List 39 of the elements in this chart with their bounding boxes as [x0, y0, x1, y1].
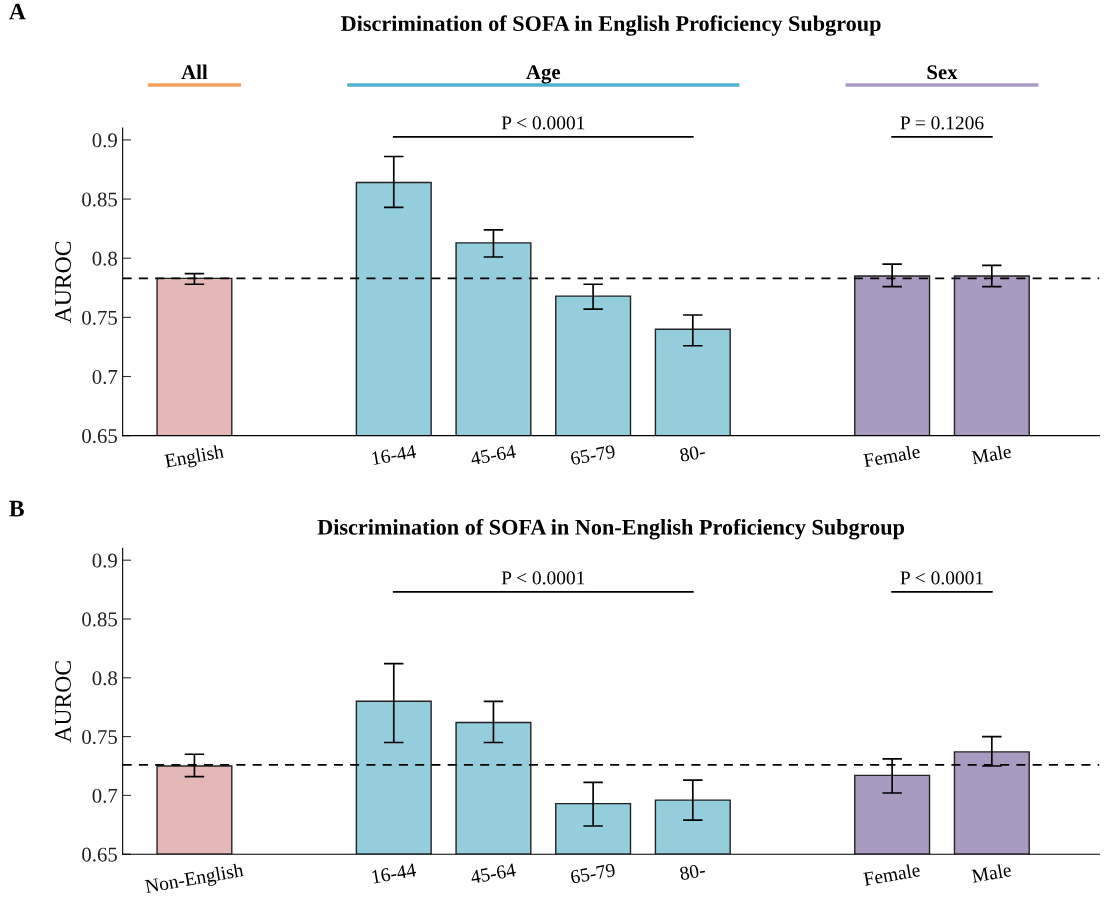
text: B	[9, 500, 24, 517]
text: Age	[526, 65, 561, 84]
x-tick-label: 16-44	[371, 444, 417, 466]
y-tick-label: 0.85	[82, 192, 117, 207]
y-tick-label: 0.75	[82, 729, 117, 745]
x-tick-label: 65-79	[570, 863, 616, 884]
y-tick-label: 0.8	[92, 251, 117, 266]
annotation: P = 0.1206	[900, 116, 984, 130]
y-axis-title: AUROC	[55, 241, 71, 323]
y-tick-label: 0.7	[92, 788, 118, 803]
x-tick-label: 80-	[679, 863, 706, 881]
x-tick-label: Non-English	[144, 862, 245, 898]
annotation: P < 0.0001	[900, 571, 983, 585]
chart-title: Discrimination of SOFA in Non-English Proficiency Subgroup	[317, 518, 905, 540]
x-tick-label: Male	[971, 444, 1012, 465]
x-tick-label: Female	[862, 444, 921, 468]
y-tick-label: 0.85	[82, 612, 117, 627]
x-tick-label: 16-44	[371, 863, 417, 884]
y-tick-label: 0.7	[92, 369, 118, 385]
y-tick-label: 0.65	[82, 847, 117, 862]
x-tick-label: 65-79	[570, 444, 616, 466]
y-tick-label: 0.9	[92, 553, 117, 568]
y-tick-label: 0.75	[82, 310, 117, 325]
y-tick-label: 0.65	[82, 429, 117, 444]
y-axis-title: AUROC	[55, 661, 71, 743]
text: All	[181, 64, 208, 80]
annotation: P < 0.0001	[501, 116, 585, 130]
x-tick-label: Male	[971, 862, 1012, 883]
y-tick-label: 0.8	[92, 671, 117, 686]
x-tick-label: Female	[862, 862, 921, 886]
x-tick-label: 45-64	[470, 863, 517, 884]
text: Sex	[927, 65, 958, 80]
x-tick-label: 45-64	[470, 444, 517, 466]
annotation: P < 0.0001	[501, 571, 585, 585]
x-tick-label: English	[164, 444, 225, 472]
text: A	[9, 3, 26, 20]
x-tick-label: 80-	[679, 444, 706, 462]
chart-title: Discrimination of SOFA in English Proficiency Subgroup	[341, 15, 881, 36]
y-tick-label: 0.9	[92, 133, 117, 148]
